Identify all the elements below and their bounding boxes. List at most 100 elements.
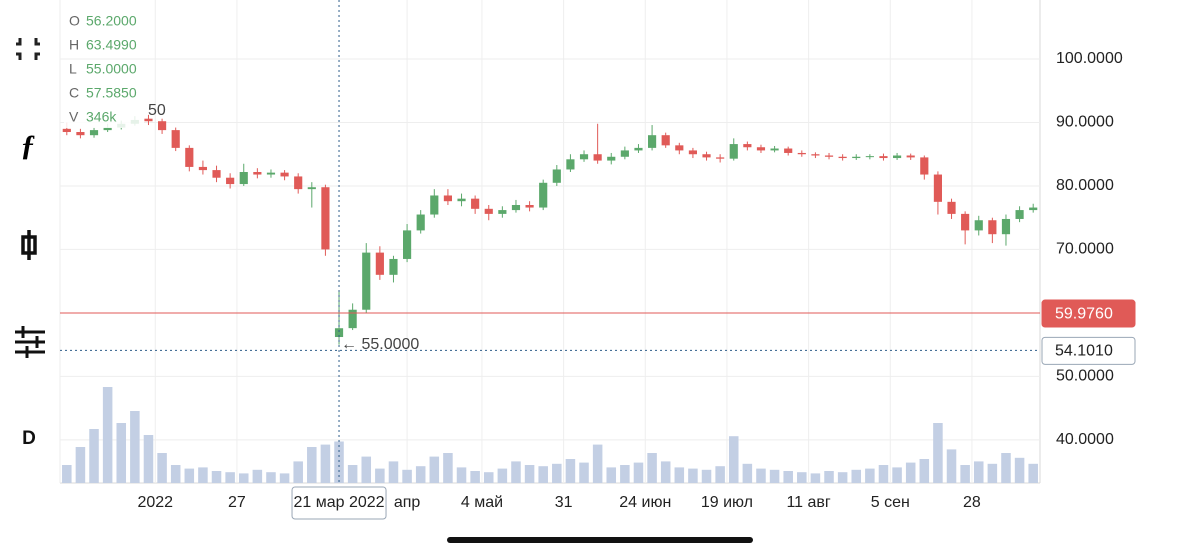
icon-shape: [16, 38, 40, 60]
volume-bar: [470, 471, 480, 483]
candle-body: [280, 172, 289, 177]
candle-body: [811, 154, 820, 156]
y-tick-label: 100.0000: [1056, 50, 1123, 67]
legend-value: 63.4990: [86, 37, 137, 53]
volume-bar: [946, 449, 957, 483]
candle-body: [634, 147, 643, 151]
candle-body: [416, 214, 425, 231]
volume-bar: [266, 472, 276, 483]
x-tick-label: 4 май: [461, 494, 503, 511]
volume-bar: [483, 472, 494, 483]
icon-indicators[interactable]: ƒ: [21, 129, 36, 162]
crosshair-date: 21 мар 2022: [293, 494, 384, 511]
home-indicator: [447, 537, 753, 543]
x-tick-label: 24 июн: [619, 494, 671, 511]
volume-bar: [960, 465, 970, 483]
volume-bar: [307, 447, 317, 483]
volume-bar: [62, 465, 72, 483]
volume-bar: [402, 469, 412, 483]
volume-bar: [89, 429, 99, 483]
candle-body: [511, 205, 521, 211]
candle-body: [457, 198, 466, 202]
x-tick-label: 2022: [137, 494, 173, 511]
candle-body: [89, 130, 99, 136]
candle-body: [389, 258, 398, 275]
candle-body: [579, 154, 589, 160]
volume-bar: [511, 461, 521, 483]
volume-bar: [701, 469, 712, 483]
candle-body: [144, 118, 153, 122]
y-tick-label: 80.0000: [1056, 177, 1114, 194]
volume-bar: [361, 456, 372, 483]
volume-bar: [837, 472, 848, 483]
icon-settings[interactable]: [15, 326, 45, 358]
candle-body: [797, 152, 806, 155]
icon-candles[interactable]: [21, 230, 37, 260]
candle-body: [484, 208, 493, 214]
candle-body: [239, 172, 248, 185]
volume-bar: [606, 467, 617, 483]
candle-body: [362, 252, 371, 310]
volume-bar: [715, 466, 725, 483]
candle-body: [688, 150, 697, 155]
interval-button[interactable]: D: [22, 428, 36, 449]
candle-body: [824, 155, 834, 157]
volume-bar: [157, 453, 167, 483]
price-label-box: [1041, 299, 1136, 328]
volume-bar: [252, 469, 263, 483]
legend-bg: [64, 60, 144, 80]
candle-body: [906, 155, 915, 158]
volume-bar: [756, 468, 766, 483]
candle-body: [226, 177, 235, 185]
candle-body: [879, 156, 888, 159]
volume-bar: [769, 469, 780, 483]
volume-bar: [198, 467, 208, 483]
legend-value: 57.5850: [86, 85, 137, 101]
candle-body: [498, 210, 507, 214]
volume-bar: [75, 447, 86, 483]
legend-key: V: [69, 109, 79, 125]
candle-body: [103, 127, 112, 131]
candle-body: [552, 169, 561, 183]
volume-bar: [116, 423, 127, 483]
volume-bar: [184, 468, 195, 483]
volume-bar: [905, 462, 916, 483]
candle-body: [648, 135, 657, 148]
volume-bar: [456, 467, 467, 483]
volume-bar: [865, 468, 875, 483]
volume-bar: [538, 466, 548, 483]
volume-bar: [674, 467, 685, 483]
x-tick-label: 31: [555, 494, 573, 511]
legend-key: H: [69, 37, 79, 53]
volume-bar: [1001, 453, 1011, 483]
volume-bar: [688, 468, 698, 483]
candle-body: [920, 157, 929, 175]
candle-body: [334, 328, 344, 338]
y-tick-label: 90.0000: [1056, 114, 1114, 131]
candle-body: [770, 148, 779, 151]
candle-body: [961, 213, 970, 231]
volume-bar: [919, 459, 930, 483]
x-tick-label: 5 сен: [871, 494, 910, 511]
y-tick-label: 50.0000: [1056, 368, 1114, 385]
volume-bar: [973, 461, 984, 483]
x-tick-label: 11 авг: [786, 494, 830, 511]
price-label-box: [1041, 336, 1136, 365]
low-marker: ← 55.0000: [341, 336, 419, 353]
icon-fullscreen[interactable]: [16, 38, 40, 60]
volume-bar: [334, 441, 344, 483]
candle-body: [307, 187, 316, 190]
legend-value: 56.2000: [86, 13, 137, 29]
legend-bg: [64, 36, 144, 56]
candle-body: [321, 187, 330, 250]
candle-body: [729, 144, 738, 159]
volume-bar: [620, 465, 630, 483]
volume-bar: [211, 471, 222, 483]
volume-bar: [293, 461, 303, 483]
plot: 100.0000 90.0000 80.0000 70.0000 50.0000 40.0…: [59, 0, 1200, 554]
x-tick-label: 27: [228, 494, 246, 511]
candle-body: [294, 176, 303, 190]
legend-key: O: [69, 13, 80, 29]
